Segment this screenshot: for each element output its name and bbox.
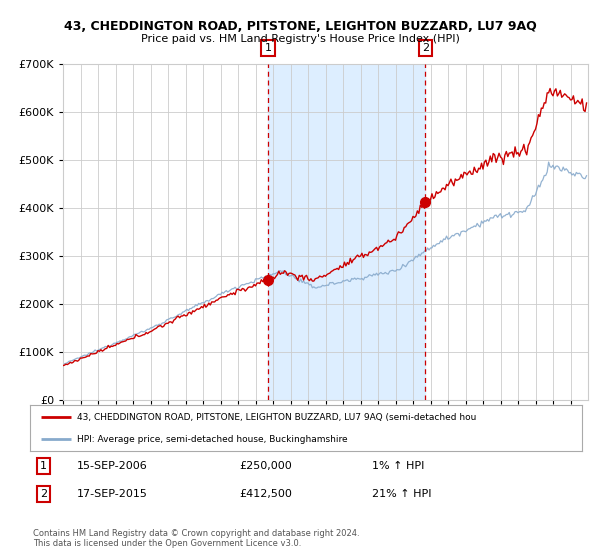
Text: 1: 1 bbox=[265, 43, 271, 53]
Text: £250,000: £250,000 bbox=[240, 461, 293, 471]
Text: Contains HM Land Registry data © Crown copyright and database right 2024.: Contains HM Land Registry data © Crown c… bbox=[33, 529, 359, 538]
Text: 1% ↑ HPI: 1% ↑ HPI bbox=[372, 461, 425, 471]
Text: 1: 1 bbox=[40, 461, 47, 471]
Text: 2: 2 bbox=[40, 489, 47, 499]
Text: Price paid vs. HM Land Registry's House Price Index (HPI): Price paid vs. HM Land Registry's House … bbox=[140, 34, 460, 44]
Text: HPI: Average price, semi-detached house, Buckinghamshire: HPI: Average price, semi-detached house,… bbox=[77, 435, 347, 444]
Text: 43, CHEDDINGTON ROAD, PITSTONE, LEIGHTON BUZZARD, LU7 9AQ: 43, CHEDDINGTON ROAD, PITSTONE, LEIGHTON… bbox=[64, 20, 536, 32]
Text: 21% ↑ HPI: 21% ↑ HPI bbox=[372, 489, 432, 499]
Text: 17-SEP-2015: 17-SEP-2015 bbox=[77, 489, 148, 499]
Text: 43, CHEDDINGTON ROAD, PITSTONE, LEIGHTON BUZZARD, LU7 9AQ (semi-detached hou: 43, CHEDDINGTON ROAD, PITSTONE, LEIGHTON… bbox=[77, 413, 476, 422]
Text: 2: 2 bbox=[422, 43, 429, 53]
Text: 15-SEP-2006: 15-SEP-2006 bbox=[77, 461, 148, 471]
Text: This data is licensed under the Open Government Licence v3.0.: This data is licensed under the Open Gov… bbox=[33, 539, 301, 548]
Bar bbox=[268, 64, 425, 400]
Text: £412,500: £412,500 bbox=[240, 489, 293, 499]
